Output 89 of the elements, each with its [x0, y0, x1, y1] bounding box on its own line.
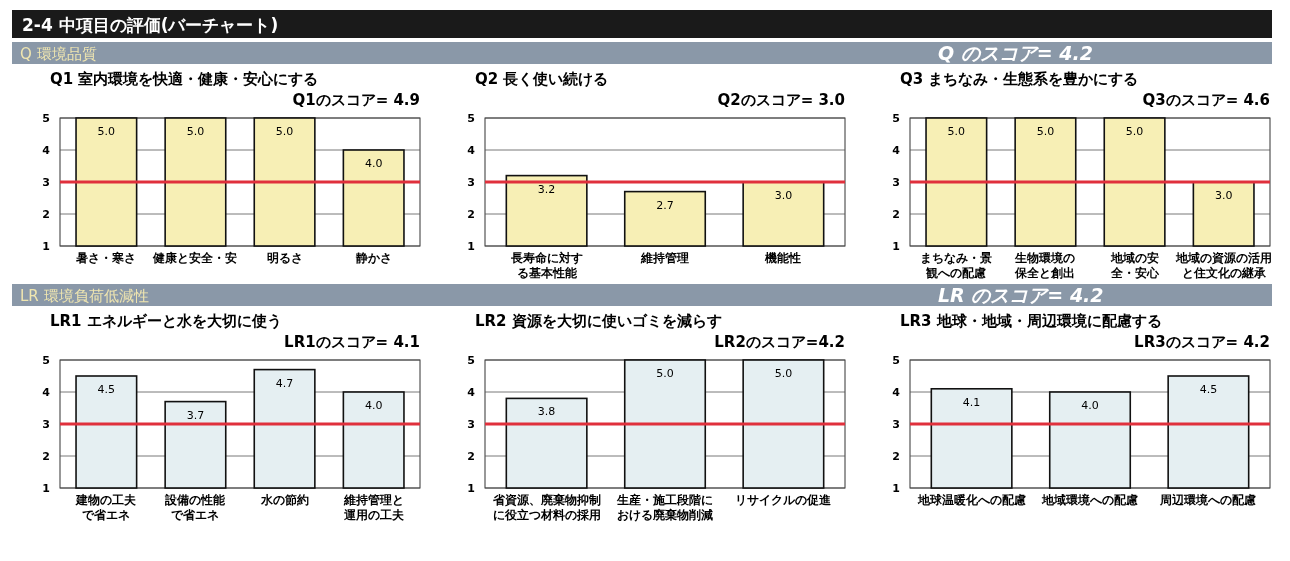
- x-tick-label: 機能性: [764, 251, 802, 265]
- data-label: 4.5: [1199, 383, 1218, 396]
- data-label: 5.0: [947, 125, 966, 138]
- y-tick-label: 1: [467, 482, 475, 495]
- data-label: 5.0: [186, 125, 205, 138]
- chart-title: Q3 まちなみ・生態系を豊かにする: [900, 70, 1139, 88]
- data-label: 5.0: [275, 125, 294, 138]
- y-tick-label: 4: [42, 386, 51, 399]
- data-label: 4.0: [364, 157, 383, 170]
- y-tick-label: 5: [892, 354, 900, 367]
- x-tick-label: 長寿命に対する基本性能: [509, 251, 583, 280]
- y-tick-label: 1: [42, 482, 50, 495]
- data-label: 5.0: [656, 367, 674, 380]
- y-tick-label: 5: [42, 354, 50, 367]
- text: 2-4 中項目の評価(バーチャート): [22, 15, 279, 35]
- x-tick-label: リサイクルの促進: [735, 493, 833, 507]
- y-tick-label: 4: [467, 386, 476, 399]
- data-label: 4.0: [364, 399, 383, 412]
- y-tick-label: 2: [467, 450, 475, 463]
- x-tick-label: 健康と安全・安: [152, 251, 238, 265]
- y-tick-label: 2: [42, 208, 50, 221]
- x-tick-label: まちなみ・景観への配慮: [920, 251, 993, 280]
- data-label: 4.1: [962, 395, 981, 409]
- chart-title: Q2 長く使い続ける: [475, 70, 609, 88]
- data-label: 3.8: [537, 405, 556, 419]
- x-tick-label: 暑さ・寒さ: [75, 251, 137, 265]
- y-tick-label: 3: [467, 176, 475, 189]
- x-tick-label: 明るさ: [266, 251, 303, 265]
- data-label: 5.0: [1036, 125, 1055, 138]
- x-tick-label: 地球温暖化への配慮: [916, 493, 1026, 507]
- y-tick-label: 5: [467, 112, 475, 125]
- y-tick-label: 3: [42, 176, 50, 189]
- y-tick-label: 4: [892, 144, 901, 157]
- x-tick-label: 省資源、廃棄物抑制に役立つ材料の採用: [491, 493, 601, 522]
- y-tick-label: 2: [892, 208, 900, 221]
- y-tick-label: 1: [892, 240, 900, 253]
- data-label: 5.0: [1125, 125, 1144, 138]
- y-tick-label: 2: [42, 450, 50, 463]
- y-tick-label: 3: [892, 176, 900, 189]
- data-label: 4.5: [97, 383, 116, 396]
- y-tick-label: 3: [42, 418, 50, 431]
- data-label: 5.0: [97, 125, 116, 138]
- x-tick-label: 維持管理: [640, 251, 689, 265]
- chart-subtitle: Q2のスコア= 3.0: [717, 91, 845, 109]
- y-tick-label: 5: [467, 354, 475, 367]
- text: LR 環境負荷低減性: [20, 287, 149, 305]
- text: Q のスコア= 4.2: [938, 42, 1093, 64]
- y-tick-label: 5: [42, 112, 50, 125]
- chart-subtitle: Q1のスコア= 4.9: [292, 91, 420, 109]
- y-tick-label: 3: [892, 418, 900, 431]
- x-tick-label: 水の節約: [259, 493, 309, 507]
- x-tick-label: 生物環境の保全と創出: [1014, 251, 1076, 280]
- x-tick-label: 地域環境への配慮: [1041, 493, 1138, 507]
- chart-title: LR1 エネルギーと水を大切に使う: [50, 312, 282, 330]
- x-tick-label: 静かさ: [354, 251, 392, 265]
- data-label: 4.0: [1081, 399, 1099, 412]
- y-tick-label: 4: [467, 144, 476, 157]
- data-label: 3.0: [1214, 189, 1233, 202]
- chart-title: LR2 資源を大切に使いゴミを減らす: [475, 312, 722, 330]
- data-label: 3.7: [186, 408, 205, 422]
- text: LR のスコア= 4.2: [938, 284, 1104, 306]
- data-label: 4.7: [275, 376, 294, 390]
- y-tick-label: 3: [467, 418, 475, 431]
- x-tick-label: 周辺環境への配慮: [1159, 493, 1257, 507]
- y-tick-label: 5: [892, 112, 900, 125]
- chart-subtitle: Q3のスコア= 4.6: [1142, 91, 1270, 109]
- x-tick-label: 生産・施工段階における廃棄物削減: [616, 493, 713, 522]
- chart-title: LR3 地球・地域・周辺環境に配慮する: [900, 312, 1162, 330]
- x-tick-label: 地域の安全・安心: [1109, 251, 1160, 280]
- y-tick-label: 1: [892, 482, 900, 495]
- text: Q 環境品質: [20, 45, 97, 63]
- y-tick-label: 2: [467, 208, 475, 221]
- chart-subtitle: LR1のスコア= 4.1: [284, 333, 420, 351]
- y-tick-label: 4: [42, 144, 51, 157]
- data-label: 5.0: [774, 367, 793, 380]
- chart-subtitle: LR3のスコア= 4.2: [1134, 333, 1270, 351]
- x-tick-label: 設備の性能で省エネ: [164, 493, 227, 522]
- x-tick-label: 建物の工夫で省エネ: [75, 493, 138, 522]
- y-tick-label: 4: [892, 386, 901, 399]
- chart-title: Q1 室内環境を快適・健康・安心にする: [50, 70, 319, 88]
- chart-subtitle: LR2のスコア=4.2: [714, 333, 845, 351]
- y-tick-label: 1: [467, 240, 475, 253]
- data-label: 3.0: [774, 189, 793, 202]
- data-label: 3.2: [537, 182, 556, 196]
- x-tick-label: 地域の資源の活用と住文化の継承: [1174, 251, 1272, 280]
- y-tick-label: 2: [892, 450, 900, 463]
- y-tick-label: 1: [42, 240, 50, 253]
- x-tick-label: 維持管理と運用の工夫: [342, 493, 405, 522]
- data-label: 2.7: [656, 198, 674, 212]
